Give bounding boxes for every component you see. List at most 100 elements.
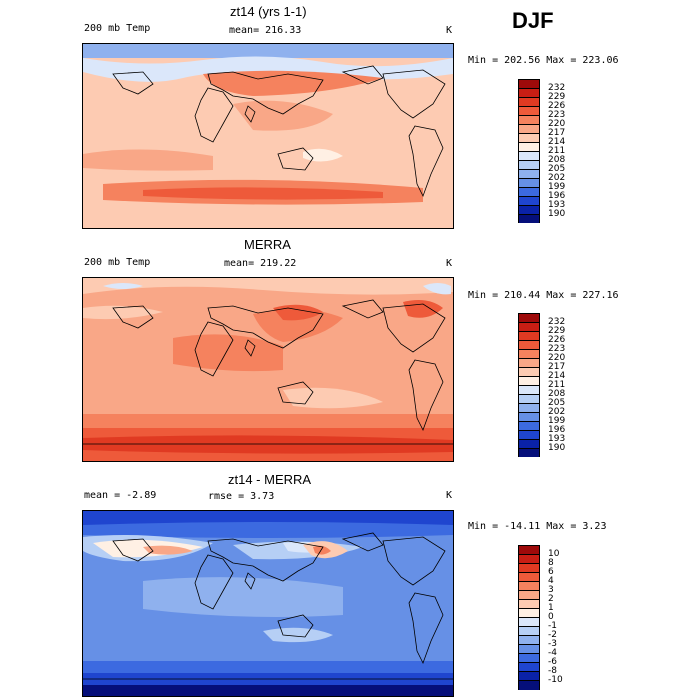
panel-3-colorbar-tick: -2 <box>548 630 557 640</box>
panel-2-colorbar-swatch <box>519 341 539 350</box>
panel-2-colorbar-swatch <box>519 350 539 359</box>
panel-1-colorbar-tick: 229 <box>548 92 566 102</box>
panel-1-colorbar-swatch <box>519 152 539 161</box>
panel-3-colorbar-swatch <box>519 600 539 609</box>
panel-2-mean: mean= 219.22 <box>224 258 297 269</box>
panel-1-colorbar-swatch <box>519 80 539 89</box>
panel-3-colorbar-tick: 1 <box>548 603 554 613</box>
panel-2-colorbar-swatch <box>519 332 539 341</box>
panel-1-colorbar-swatch <box>519 125 539 134</box>
panel-1-colorbar-swatch <box>519 116 539 125</box>
panel-3-colorbar-tick: -1 <box>548 621 557 631</box>
panel-1-colorbar-swatch <box>519 206 539 215</box>
panel-1-colorbar-tick: 214 <box>548 137 566 147</box>
panel-2-field-label: 200 mb Temp <box>84 257 151 268</box>
panel-3-colorbar-swatch <box>519 663 539 672</box>
panel-1-title: zt14 (yrs 1-1) <box>230 4 307 19</box>
panel-2-colorbar-swatch <box>519 314 539 323</box>
panel-3-colorbar-tick: -3 <box>548 639 557 649</box>
panel-3-colorbar-swatch <box>519 582 539 591</box>
panel-2-colorbar-tick: 223 <box>548 344 566 354</box>
panel-2-colorbar-tick: 229 <box>548 326 566 336</box>
panel-2-colorbar-tick: 190 <box>548 443 566 453</box>
panel-1-colorbar-tick: 205 <box>548 164 566 174</box>
panel-3-colorbar-swatch <box>519 645 539 654</box>
panel-2-colorbar-tick: 196 <box>548 425 566 435</box>
panel-1-colorbar-swatch <box>519 179 539 188</box>
panel-3-minmax: Min = -14.11 Max = 3.23 <box>468 521 607 532</box>
panel-1-colorbar-swatch <box>519 188 539 197</box>
panel-1-map <box>82 43 454 229</box>
panel-1-units: K <box>446 25 453 36</box>
panel-3-colorbar-tick: 8 <box>548 558 554 568</box>
panel-1-colorbar-swatch <box>519 134 539 143</box>
panel-3-colorbar-swatch <box>519 564 539 573</box>
panel-2-colorbar-swatch <box>519 440 539 449</box>
panel-2-title: MERRA <box>244 237 291 252</box>
panel-3-colorbar-tick: -6 <box>548 657 557 667</box>
panel-3-colorbar-swatch <box>519 618 539 627</box>
panel-3-colorbar-tick: -4 <box>548 648 557 658</box>
panel-2-colorbar-tick: 220 <box>548 353 566 363</box>
panel-2-colorbar-swatch <box>519 449 539 457</box>
panel-3-units: K <box>446 490 453 501</box>
panel-2-colorbar-tick: 193 <box>548 434 566 444</box>
panel-2-colorbar-swatch <box>519 323 539 332</box>
panel-3-colorbar-tick: 4 <box>548 576 554 586</box>
panel-2-colorbar-swatch <box>519 422 539 431</box>
panel-3-colorbar-tick: 6 <box>548 567 554 577</box>
panel-3-colorbar-swatch <box>519 654 539 663</box>
panel-1-colorbar-tick: 193 <box>548 200 566 210</box>
panel-1-colorbar-tick: 220 <box>548 119 566 129</box>
panel-1-colorbar-swatch <box>519 143 539 152</box>
panel-2-colorbar-swatch <box>519 404 539 413</box>
panel-2-colorbar-tick: 226 <box>548 335 566 345</box>
panel-3-colorbar-swatch <box>519 573 539 582</box>
panel-2-colorbar-swatch <box>519 368 539 377</box>
panel-3-colorbar-swatch <box>519 555 539 564</box>
panel-3-colorbar-tick: 2 <box>548 594 554 604</box>
panel-1-colorbar <box>518 79 540 223</box>
panel-2-colorbar-swatch <box>519 377 539 386</box>
panel-1-colorbar-tick: 190 <box>548 209 566 219</box>
panel-2-colorbar-swatch <box>519 413 539 422</box>
panel-2-colorbar-tick: 232 <box>548 317 566 327</box>
panel-3-colorbar-tick: 3 <box>548 585 554 595</box>
panel-1-colorbar-tick: 202 <box>548 173 566 183</box>
panel-1-colorbar-swatch <box>519 161 539 170</box>
panel-1-colorbar-swatch <box>519 197 539 206</box>
panel-3-colorbar <box>518 545 540 690</box>
panel-2-colorbar-tick: 211 <box>548 380 566 390</box>
panel-1-field-label: 200 mb Temp <box>84 23 151 34</box>
panel-2-colorbar-swatch <box>519 395 539 404</box>
panel-3-colorbar-tick: -8 <box>548 666 557 676</box>
panel-2-colorbar-tick: 214 <box>548 371 566 381</box>
panel-1-colorbar-tick: 208 <box>548 155 566 165</box>
panel-1-colorbar-tick: 196 <box>548 191 566 201</box>
panel-2-colorbar-tick: 208 <box>548 389 566 399</box>
panel-2-colorbar-swatch <box>519 386 539 395</box>
panel-3-colorbar-swatch <box>519 681 539 690</box>
panel-1-colorbar-swatch <box>519 98 539 107</box>
panel-1-minmax: Min = 202.56 Max = 223.06 <box>468 55 619 66</box>
panel-2-colorbar-tick: 202 <box>548 407 566 417</box>
panel-2-colorbar-tick: 205 <box>548 398 566 408</box>
panel-3-map <box>82 510 454 697</box>
panel-3-colorbar-swatch <box>519 627 539 636</box>
panel-2-colorbar-swatch <box>519 359 539 368</box>
panel-2-map <box>82 277 454 462</box>
panel-3-colorbar-swatch <box>519 636 539 645</box>
panel-1-colorbar-tick: 232 <box>548 83 566 93</box>
panel-3-colorbar-tick: -10 <box>548 675 563 685</box>
panel-3-colorbar-swatch <box>519 609 539 618</box>
season-label: DJF <box>512 8 554 33</box>
panel-2-colorbar-tick: 217 <box>548 362 566 372</box>
panel-1-colorbar-swatch <box>519 215 539 223</box>
panel-3-colorbar-swatch <box>519 546 539 555</box>
panel-1-colorbar-tick: 211 <box>548 146 566 156</box>
panel-3-rmse: rmse = 3.73 <box>208 491 275 502</box>
panel-1-colorbar-swatch <box>519 89 539 98</box>
panel-3-colorbar-tick: 0 <box>548 612 554 622</box>
panel-2-colorbar <box>518 313 540 457</box>
panel-3-colorbar-swatch <box>519 672 539 681</box>
